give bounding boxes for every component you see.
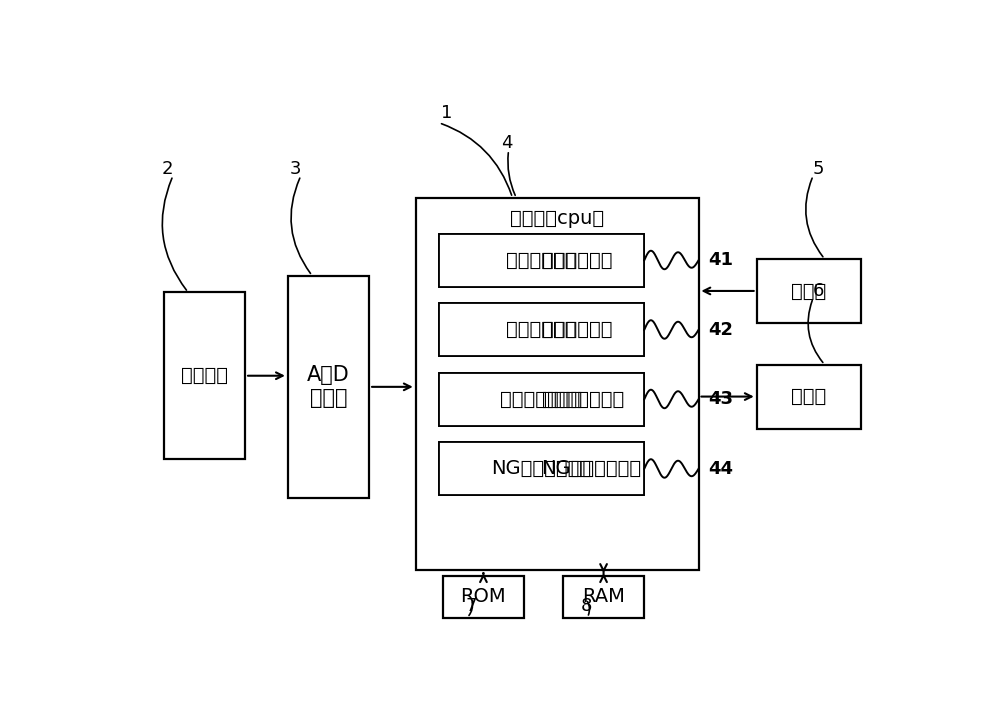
Text: 2: 2 xyxy=(162,160,173,178)
Bar xyxy=(164,292,245,459)
Text: 4: 4 xyxy=(501,134,513,152)
Bar xyxy=(439,234,644,287)
Text: 控制部（cpu）: 控制部（cpu） xyxy=(510,209,604,228)
Text: 显示部: 显示部 xyxy=(791,387,827,406)
Bar xyxy=(439,234,644,287)
Text: 光量判定单元: 光量判定单元 xyxy=(506,321,577,339)
Text: 3: 3 xyxy=(290,160,301,178)
Text: 地址指定单元: 地址指定单元 xyxy=(542,251,612,270)
Text: 操作部: 操作部 xyxy=(791,282,827,300)
Text: 指向性判定单元: 指向性判定单元 xyxy=(500,390,583,409)
Text: 43: 43 xyxy=(709,391,734,409)
Text: 7: 7 xyxy=(466,597,477,615)
Bar xyxy=(439,443,644,495)
Text: 光量判定单元: 光量判定单元 xyxy=(542,321,612,339)
Bar xyxy=(439,303,644,356)
Bar xyxy=(439,373,644,426)
Bar xyxy=(757,365,861,429)
Text: NG芯片注册单元: NG芯片注册单元 xyxy=(492,459,592,479)
Text: 1: 1 xyxy=(441,104,452,122)
Text: 6: 6 xyxy=(813,282,824,300)
Text: 5: 5 xyxy=(813,160,824,178)
Text: 44: 44 xyxy=(709,460,734,478)
Bar xyxy=(563,576,644,617)
Text: ROM: ROM xyxy=(461,587,506,606)
Text: RAM: RAM xyxy=(582,587,625,606)
Text: 41: 41 xyxy=(709,251,734,269)
Text: 摄像元件: 摄像元件 xyxy=(181,366,228,386)
Text: 42: 42 xyxy=(709,321,734,339)
Bar xyxy=(443,576,524,617)
Bar xyxy=(439,443,644,495)
Text: 8: 8 xyxy=(580,597,592,615)
Text: NG芯片注册单元: NG芯片注册单元 xyxy=(542,459,642,479)
Bar xyxy=(757,259,861,323)
Text: 指向性判定单元: 指向性判定单元 xyxy=(542,390,624,409)
Text: A／D
转换部: A／D 转换部 xyxy=(307,365,350,409)
Bar xyxy=(439,303,644,356)
Bar xyxy=(416,198,698,570)
Bar xyxy=(439,373,644,426)
Text: 地址指定单元: 地址指定单元 xyxy=(506,251,577,270)
Bar xyxy=(288,276,369,498)
